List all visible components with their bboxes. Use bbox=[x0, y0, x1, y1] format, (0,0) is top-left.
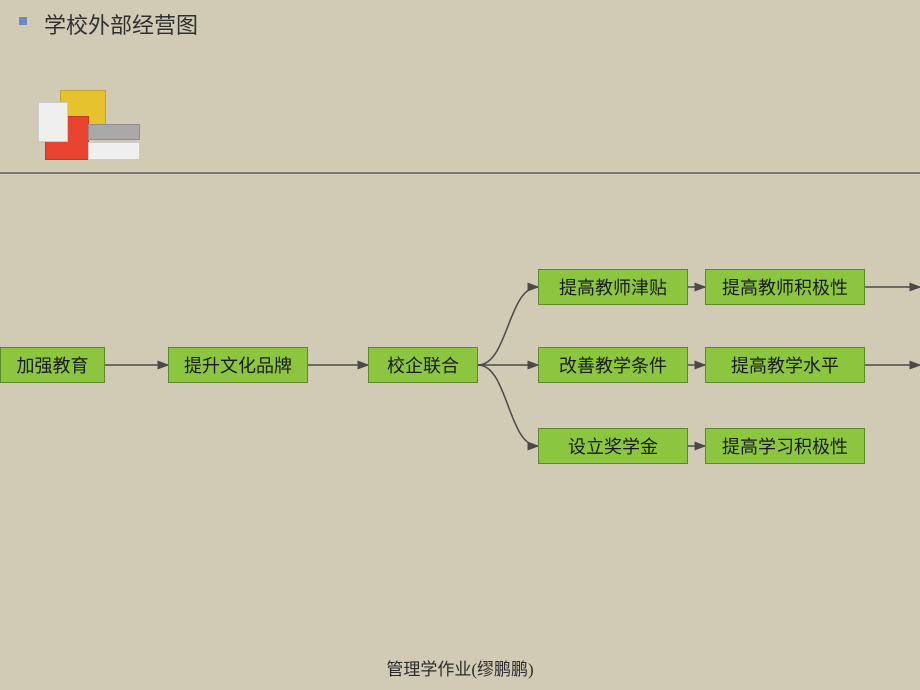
flowchart-node: 提高教师积极性 bbox=[705, 269, 865, 305]
flowchart-node: 提升文化品牌 bbox=[168, 347, 308, 383]
flowchart-node: 提高教学水平 bbox=[705, 347, 865, 383]
footer-text: 管理学作业(缪鹏鹏) bbox=[0, 655, 920, 680]
flowchart-node: 校企联合 bbox=[368, 347, 478, 383]
flowchart-node: 改善教学条件 bbox=[538, 347, 688, 383]
flowchart-node: 提高教师津贴 bbox=[538, 269, 688, 305]
flowchart-node: 设立奖学金 bbox=[538, 428, 688, 464]
flowchart-node: 加强教育 bbox=[0, 347, 105, 383]
flowchart-node: 提高学习积极性 bbox=[705, 428, 865, 464]
flowchart: 加强教育 提升文化品牌 校企联合 提高教师津贴改善教学条件设立奖学金 提高教师积极性提高… bbox=[0, 0, 920, 690]
flowchart-edges bbox=[0, 0, 920, 690]
